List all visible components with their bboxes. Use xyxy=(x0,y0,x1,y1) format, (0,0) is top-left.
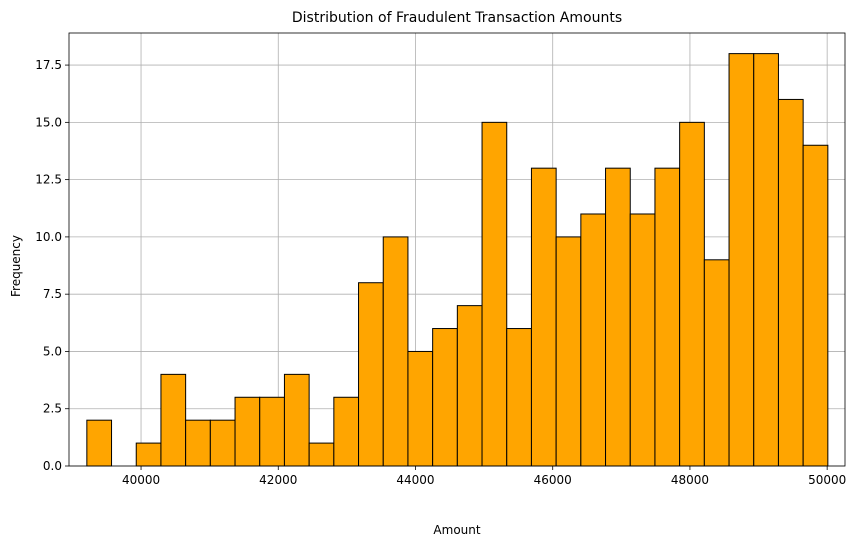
y-tick-label: 12.5 xyxy=(35,173,62,187)
chart-title: Distribution of Fraudulent Transaction A… xyxy=(292,10,622,26)
x-tick-label: 46000 xyxy=(534,473,572,487)
y-tick-label: 15.0 xyxy=(35,115,62,129)
histogram-bar xyxy=(259,396,285,467)
histogram-bar xyxy=(333,396,360,467)
histogram-bar xyxy=(407,350,434,467)
histogram-bar xyxy=(481,121,508,467)
histogram-bar xyxy=(86,419,113,467)
x-tick-label: 40000 xyxy=(122,473,160,487)
histogram-bar xyxy=(382,236,409,467)
histogram-bar xyxy=(209,419,236,467)
histogram-bar xyxy=(654,167,681,467)
x-tick-label: 42000 xyxy=(259,473,297,487)
histogram-bar xyxy=(605,167,631,467)
histogram-bar xyxy=(506,328,532,467)
histogram-bar xyxy=(580,213,607,467)
x-axis: 40000 42000 44000 46000 48000 50000 xyxy=(122,466,846,487)
histogram-bar xyxy=(679,121,705,467)
histogram-bar xyxy=(135,442,162,467)
x-tick-label: 44000 xyxy=(396,473,434,487)
y-tick-label: 5.0 xyxy=(43,344,62,358)
y-axis: 0.0 2.5 5.0 7.5 10.0 12.5 15.0 17.5 xyxy=(35,58,69,473)
x-tick-label: 50000 xyxy=(808,473,846,487)
x-tick-label: 48000 xyxy=(671,473,709,487)
histogram-bar xyxy=(185,419,211,467)
histogram-bar xyxy=(456,305,483,467)
histogram-bar xyxy=(753,53,779,467)
y-axis-label: Frequency xyxy=(9,235,23,297)
histogram-bar xyxy=(703,259,730,467)
histogram-bar xyxy=(234,396,261,467)
histogram-bar xyxy=(530,167,557,467)
histogram-bar xyxy=(358,282,384,467)
histogram-bar xyxy=(802,144,829,467)
y-tick-label: 17.5 xyxy=(35,58,62,72)
y-tick-label: 0.0 xyxy=(43,459,62,473)
histogram-bar xyxy=(432,328,458,467)
histogram-bar xyxy=(777,98,804,467)
y-tick-label: 7.5 xyxy=(43,287,62,301)
histogram-bar xyxy=(308,442,335,467)
histogram-bar xyxy=(728,53,755,467)
bars xyxy=(86,53,829,467)
plot-frame xyxy=(68,32,846,467)
y-tick-label: 2.5 xyxy=(43,402,62,416)
histogram-bar xyxy=(160,373,187,467)
histogram-bar xyxy=(283,373,310,467)
histogram-bar xyxy=(629,213,656,467)
y-tick-label: 10.0 xyxy=(35,230,62,244)
x-axis-label: Amount xyxy=(433,523,480,537)
histogram-bar xyxy=(555,236,582,467)
